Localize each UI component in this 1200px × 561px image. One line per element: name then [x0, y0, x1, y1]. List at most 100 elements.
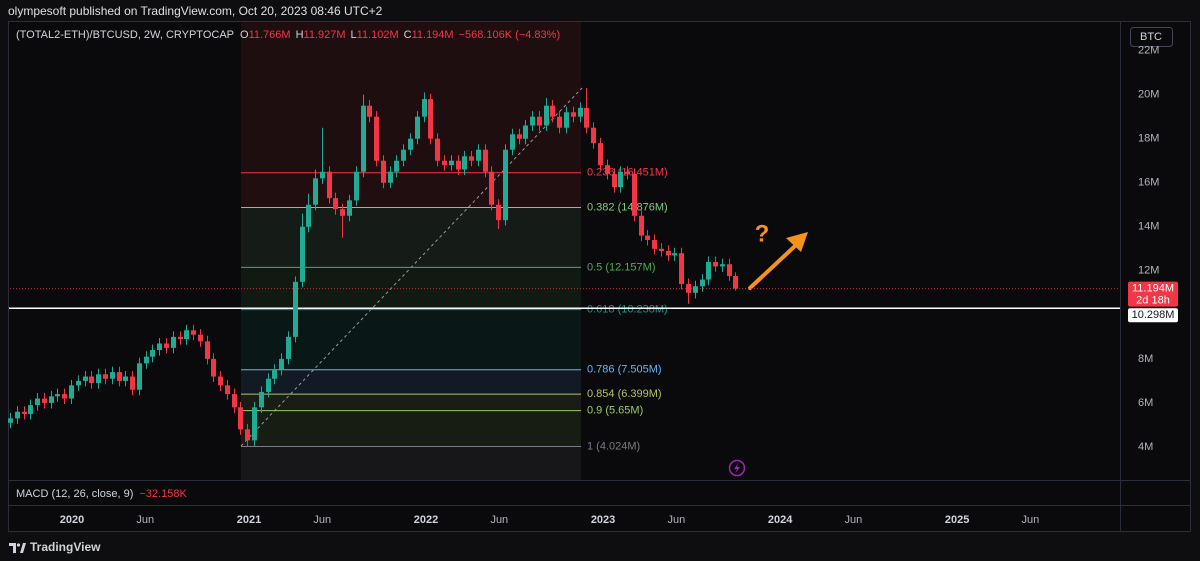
fib-band — [241, 369, 581, 395]
ohlc-key: H — [296, 29, 304, 41]
fib-label: 0.5 (12.157M) — [587, 261, 655, 273]
candle-body — [327, 171, 332, 199]
ohlc-legend: (TOTAL2-ETH)/BTCUSD, 2W, CRYPTOCAP O11.76… — [16, 29, 560, 41]
candle-body — [408, 138, 413, 150]
currency-button[interactable] — [1130, 27, 1173, 47]
ohlc-value: 11.766M — [249, 29, 291, 41]
annotation-arrow — [748, 244, 797, 290]
candle-body — [313, 178, 318, 205]
currency-button-label[interactable]: BTC — [1140, 31, 1162, 43]
fib-band — [241, 394, 581, 411]
candle-body — [645, 235, 650, 240]
candle-body — [564, 112, 569, 128]
macd-label: MACD (12, 26, close, 9) −32.158K — [16, 488, 187, 500]
candle-body — [733, 275, 738, 289]
candle-body — [469, 156, 474, 161]
candle-body — [618, 171, 623, 188]
candle-body — [320, 171, 325, 179]
candle-body — [8, 418, 13, 423]
brand: TradingView — [30, 540, 101, 554]
candle-body — [259, 391, 264, 408]
candle-body — [150, 350, 155, 357]
ohlc-key: O — [240, 29, 249, 41]
candle-body — [584, 107, 589, 128]
candle-body — [293, 281, 298, 337]
candle-body — [266, 378, 271, 392]
y-tick-label: 12M — [1138, 265, 1159, 277]
y-tick-label: 18M — [1138, 133, 1159, 145]
x-tick-label: Jun — [1022, 514, 1040, 526]
lightning-bolt[interactable] — [734, 463, 740, 473]
price-label-box — [1128, 281, 1178, 307]
candle-body — [367, 105, 372, 117]
annotation-arrow-head — [786, 232, 808, 252]
candle-body — [218, 376, 223, 386]
fib-label: 1 (4.024M) — [587, 440, 640, 452]
candle-body — [374, 116, 379, 161]
candle-body — [612, 173, 617, 188]
x-tick-label: 2023 — [591, 514, 615, 526]
candle-body — [232, 394, 237, 408]
candle-body — [69, 385, 74, 399]
candle-body — [727, 264, 732, 277]
candle-body — [462, 156, 467, 170]
candle-body — [523, 125, 528, 139]
candle-body — [700, 279, 705, 287]
candle-body — [713, 262, 718, 267]
x-tick-label: Jun — [313, 514, 331, 526]
x-tick-label: 2024 — [768, 514, 793, 526]
candle-body — [517, 134, 522, 139]
candle-body — [401, 149, 406, 161]
candle-body — [272, 369, 277, 379]
symbol: (TOTAL2-ETH)/BTCUSD, 2W, CRYPTOCAP — [16, 29, 234, 41]
x-tick-label: 2020 — [60, 514, 84, 526]
lightning-icon[interactable] — [728, 459, 746, 477]
candle-body — [415, 116, 420, 139]
candle-body — [394, 160, 399, 172]
annotation: ? — [755, 220, 770, 247]
candle-body — [49, 396, 54, 403]
macd-name: MACD (12, 26, close, 9) — [16, 488, 133, 500]
candle-body — [557, 116, 562, 128]
brand-logo — [9, 543, 26, 553]
horizontal-line-label-box — [1128, 308, 1178, 323]
ohlc-change: −568.106K (−4.83%) — [459, 29, 561, 41]
fib-label: 0.786 (7.505M) — [587, 364, 662, 376]
candle-body — [333, 198, 338, 210]
y-tick-label: 14M — [1138, 221, 1159, 233]
candle-body — [184, 330, 189, 340]
candle-body — [15, 411, 20, 419]
candle-body — [706, 262, 711, 280]
price-countdown: 2d 18h — [1136, 294, 1170, 306]
candle-body — [388, 171, 393, 183]
candle-body — [489, 171, 494, 205]
candle-body — [530, 116, 535, 126]
candle-body — [672, 253, 677, 256]
candle-body — [164, 343, 169, 348]
candle-body — [354, 171, 359, 201]
lightning-circle[interactable] — [728, 459, 746, 477]
candle-body — [62, 394, 67, 399]
candle-body — [130, 376, 135, 390]
candle-body — [42, 398, 47, 403]
candle-body — [578, 107, 583, 117]
y-tick-label: 4M — [1138, 441, 1153, 453]
candle-body — [361, 105, 366, 172]
candle-body — [171, 336, 176, 348]
candle-body — [442, 160, 447, 166]
candle-body — [476, 149, 481, 161]
macd-value: −32.158K — [139, 488, 187, 500]
candle-body — [625, 171, 630, 174]
fib-band — [241, 410, 581, 447]
candle-body — [496, 204, 501, 221]
x-tick-label: Jun — [667, 514, 685, 526]
candle-body — [550, 105, 555, 117]
candle-body — [686, 284, 691, 293]
candle-body — [157, 343, 162, 351]
fib-label: 0.854 (6.399M) — [587, 388, 662, 400]
y-tick-label: 16M — [1138, 177, 1159, 189]
x-tick-label: 2022 — [414, 514, 438, 526]
candle-body — [503, 149, 508, 221]
fib-band — [241, 309, 581, 370]
